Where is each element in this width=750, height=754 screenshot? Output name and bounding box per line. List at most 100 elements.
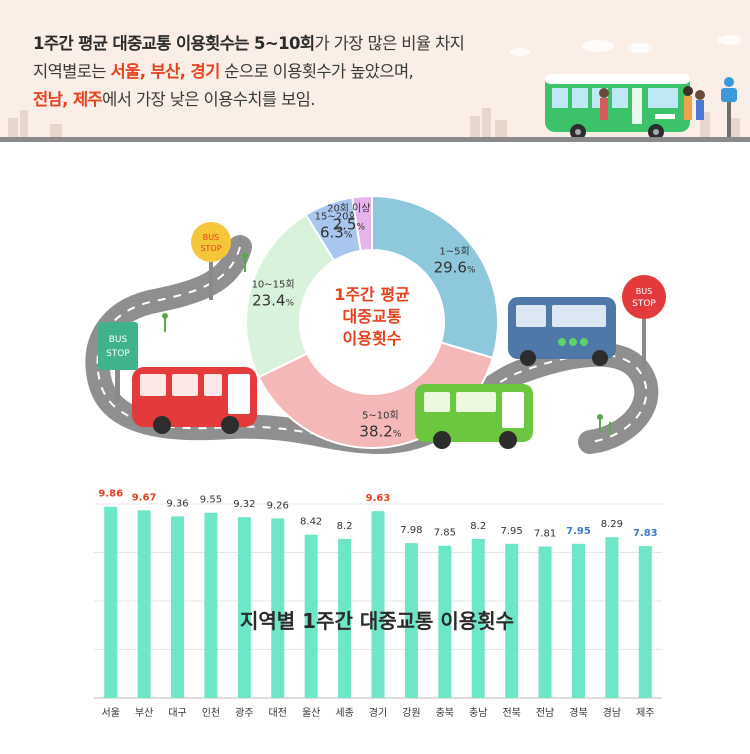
- bar-value-label: 9.32: [233, 499, 255, 510]
- cloud-decoration: [510, 35, 742, 56]
- bar-value-label: 7.95: [566, 526, 591, 537]
- summary-line-3-highlight: 전남, 제주: [33, 90, 103, 109]
- donut-slice-value: 23.4%: [252, 291, 294, 309]
- bar-경기: [371, 511, 385, 698]
- summary-line-1-rest: 가 가장 많은 비율 차지: [314, 34, 465, 53]
- bar-value-label: 9.86: [98, 489, 123, 500]
- bar-category-label: 경북: [569, 706, 587, 719]
- donut-slice-value: 29.6%: [434, 258, 476, 276]
- red-bus-icon: [132, 367, 257, 434]
- bar-category-label: 전남: [536, 707, 554, 719]
- bar-value-label: 9.36: [166, 498, 188, 509]
- bus-stop-sign-icon: [721, 77, 737, 137]
- bar-value-label: 7.85: [434, 528, 456, 539]
- bar-대구: [171, 516, 185, 698]
- bar-경북: [571, 543, 585, 698]
- bar-category-label: 서울: [102, 707, 120, 719]
- summary-line-2-post: 순으로 이용횟수가 높았으며,: [219, 62, 414, 81]
- donut-slice-label: 10~15회: [252, 278, 295, 290]
- donut-slice-label: 1~5회: [439, 245, 469, 257]
- summary-line-3: 전남, 제주에서 가장 낮은 이용수치를 보임.: [33, 86, 316, 110]
- bar-울산: [304, 534, 318, 698]
- bar-충북: [438, 545, 452, 698]
- bar-value-label: 9.55: [200, 495, 222, 506]
- donut-slice-unit: %: [467, 265, 476, 275]
- bar-광주: [237, 517, 251, 698]
- bar-category-label: 제주: [636, 707, 654, 719]
- bar-충남: [471, 538, 485, 698]
- green-bus-bottom-icon: [415, 384, 533, 449]
- bar-value-label: 7.83: [633, 528, 658, 539]
- bus-stop-left-text-2: STOP: [106, 349, 130, 359]
- bar-서울: [104, 506, 118, 698]
- donut-center-line-3: 이용횟수: [343, 329, 402, 348]
- bar-category-label: 인천: [202, 707, 220, 719]
- bar-category-label: 광주: [235, 707, 253, 719]
- bar-전남: [538, 546, 552, 698]
- bar-chart-bars: 9.86 서울 9.67 부산 9.36 대구 9.55 인천 9.32 광주 9.26 대전 8.42…: [98, 489, 657, 719]
- bar-인천: [204, 512, 218, 698]
- summary-line-2: 지역별로는 서울, 부산, 경기 순으로 이용횟수가 높았으며,: [33, 58, 414, 82]
- bus-stop-round-left-text-1: BUS: [203, 233, 219, 242]
- header-banner: 1주간 평균 대중교통 이용횟수는 5~10회가 가장 많은 비율 차지 지역별…: [0, 0, 750, 142]
- donut-center-line-2: 대중교통: [343, 307, 402, 326]
- bar-value-label: 9.63: [366, 493, 391, 504]
- donut-slice: [245, 213, 336, 379]
- bar-value-label: 8.2: [337, 521, 353, 532]
- summary-line-2-highlight: 서울, 부산, 경기: [110, 62, 221, 81]
- bus-stop-round-right-text-2: STOP: [632, 299, 656, 309]
- donut-slice-label: 5~10회: [362, 410, 399, 422]
- bar-category-label: 대구: [168, 707, 186, 719]
- summary-line-1-bold: 1주간 평균 대중교통 이용횟수는 5~10회: [33, 34, 315, 53]
- bar-category-label: 세종: [335, 707, 353, 719]
- ground-line: [0, 137, 750, 142]
- bar-value-label: 8.29: [601, 519, 623, 530]
- donut-slice-unit: %: [356, 223, 365, 233]
- blue-bus-icon: [508, 297, 616, 366]
- bar-부산: [137, 510, 151, 698]
- bus-stop-round-right-text-1: BUS: [636, 287, 652, 296]
- bar-category-label: 충북: [436, 707, 454, 719]
- header-illustration: [8, 35, 742, 140]
- bar-category-label: 충남: [469, 707, 487, 719]
- bar-chart-title: 지역별 1주간 대중교통 이용횟수: [240, 609, 514, 633]
- skyline-decoration: [8, 108, 740, 138]
- donut-slice-unit: %: [393, 430, 402, 440]
- bar-value-label: 7.95: [501, 526, 523, 537]
- green-bus-icon: [545, 74, 690, 140]
- bar-chart-section: 9.86 서울 9.67 부산 9.36 대구 9.55 인천 9.32 광주 9.26 대전 8.42…: [0, 472, 750, 750]
- donut-slice: [351, 194, 373, 253]
- bar-chart: 9.86 서울 9.67 부산 9.36 대구 9.55 인천 9.32 광주 9.26 대전 8.42…: [94, 489, 662, 719]
- summary-line-2-pre: 지역별로는: [33, 62, 111, 81]
- bar-value-label: 8.42: [300, 517, 322, 528]
- donut-center-line-1: 1주간 평균: [334, 285, 410, 304]
- donut-slice: [371, 194, 499, 360]
- bar-value-label: 9.67: [132, 492, 157, 503]
- bar-value-label: 7.81: [534, 528, 556, 539]
- donut-chart: 1~5회29.6%5~10회38.2%10~15회23.4%15~20회6.3%…: [245, 194, 499, 449]
- bar-value-label: 8.2: [470, 521, 486, 532]
- passengers-icon: [599, 86, 705, 120]
- donut-center-label: 1주간 평균 대중교통 이용횟수: [334, 285, 410, 348]
- donut-slice-label: 15~20회: [315, 210, 358, 222]
- bar-value-label: 9.26: [267, 500, 289, 511]
- bus-stop-sign-round-left: BUS STOP: [191, 222, 231, 300]
- summary-line-3-post: 에서 가장 낮은 이용수치를 보임.: [102, 90, 315, 109]
- bar-세종: [338, 538, 352, 698]
- bar-category-label: 대전: [269, 707, 287, 719]
- donut-slice-value: 38.2%: [359, 423, 401, 441]
- summary-line-1: 1주간 평균 대중교통 이용횟수는 5~10회가 가장 많은 비율 차지: [33, 30, 465, 54]
- bar-category-label: 부산: [135, 707, 153, 719]
- bar-제주: [638, 546, 652, 698]
- bar-category-label: 경기: [369, 706, 387, 719]
- bar-category-label: 울산: [302, 707, 320, 719]
- bus-stop-sign-round-right: BUS STOP: [622, 275, 666, 370]
- bar-category-label: 경남: [603, 706, 621, 719]
- donut-slice-label: 20회 이상: [327, 203, 371, 215]
- bus-stop-left-text-1: BUS: [109, 335, 128, 345]
- bar-전북: [505, 543, 519, 698]
- bus-stop-sign-left: BUS STOP: [98, 322, 138, 404]
- bar-category-label: 강원: [402, 707, 420, 719]
- donut-slice-unit: %: [344, 230, 353, 240]
